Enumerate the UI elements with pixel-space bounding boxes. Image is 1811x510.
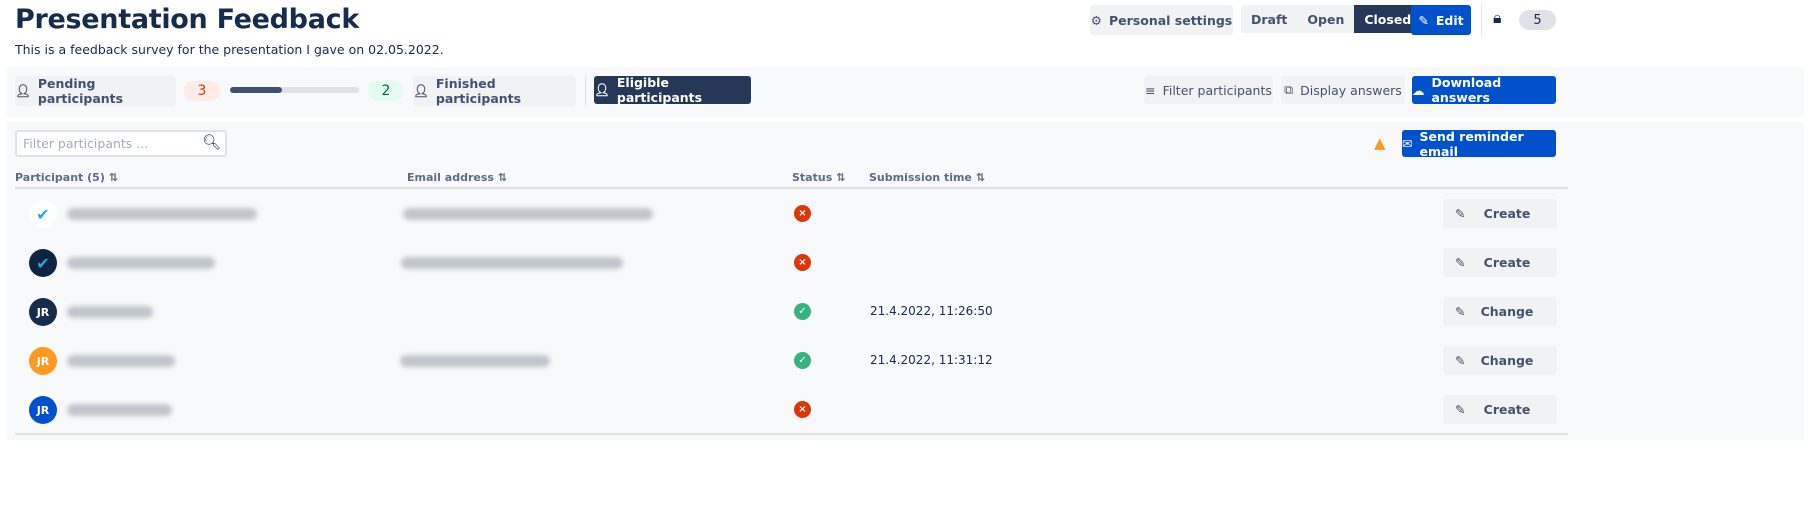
participants-panel: [7, 122, 1804, 440]
avatar: JR: [29, 298, 57, 326]
change-button[interactable]: ✎ Change: [1443, 297, 1557, 326]
pencil-icon: ✎: [1455, 206, 1466, 221]
email-redacted: [400, 355, 550, 367]
download-answers-button[interactable]: ☁ Download answers: [1412, 75, 1556, 105]
pencil-icon: ✎: [1455, 353, 1466, 368]
finished-participants-button[interactable]: 👤︎ Finished participants: [413, 76, 576, 106]
filter-participants-input[interactable]: Filter participants ... 🔍︎: [15, 130, 227, 157]
avatar: JR: [29, 347, 57, 375]
column-submission-time[interactable]: Submission time ⇅: [869, 171, 985, 184]
checkmark-logo-icon: ✔: [36, 204, 50, 224]
table-row: JR ✓ 21.4.2022, 11:26:50 ✎ Change: [15, 287, 1568, 336]
email-redacted: [403, 208, 653, 220]
pencil-icon: ✎: [1455, 402, 1466, 417]
lock-icon[interactable]: 🔒︎: [1493, 8, 1502, 27]
send-reminder-button[interactable]: ✉ Send reminder email: [1402, 129, 1556, 159]
email-redacted: [401, 257, 623, 269]
avatar: ✔: [29, 249, 57, 277]
state-switch[interactable]: Draft Open Closed: [1241, 5, 1422, 33]
table-bottom-border: [15, 433, 1568, 435]
check-circle-icon: ✓: [794, 303, 811, 320]
avatar: ✔: [29, 200, 57, 228]
search-icon: 🔍︎: [201, 133, 221, 151]
participant-name-redacted: [67, 355, 175, 367]
user-icon: 👤︎: [594, 82, 610, 97]
table-row: JR × ✎ Create: [15, 385, 1568, 434]
personal-settings-button[interactable]: ⚙ Personal settings: [1090, 5, 1233, 35]
table-row: JR ✓ 21.4.2022, 11:31:12 ✎ Change: [15, 336, 1568, 385]
column-status[interactable]: Status ⇅: [792, 171, 846, 184]
count-badge: 5: [1519, 10, 1556, 30]
table-row: ✔ × ✎ Create: [15, 189, 1568, 238]
warning-icon: ▲: [1374, 134, 1386, 152]
participant-name-redacted: [67, 306, 153, 318]
submission-time: 21.4.2022, 11:26:50: [870, 304, 993, 318]
pending-count: 3: [184, 81, 220, 101]
state-closed[interactable]: Closed: [1354, 5, 1422, 33]
submission-time: 21.4.2022, 11:31:12: [870, 353, 993, 367]
page-title: Presentation Feedback: [15, 4, 359, 35]
pending-participants-button[interactable]: 👤︎ Pending participants: [15, 76, 176, 106]
x-circle-icon: ×: [794, 254, 811, 271]
create-button[interactable]: ✎ Create: [1443, 395, 1557, 424]
finished-count: 2: [368, 81, 404, 101]
x-circle-icon: ×: [794, 205, 811, 222]
table-row: ✔ × ✎ Create: [15, 238, 1568, 287]
participant-name-redacted: [67, 404, 172, 416]
checkmark-logo-icon: ✔: [36, 253, 50, 273]
pencil-icon: ✎: [1418, 12, 1429, 28]
divider: [585, 76, 586, 106]
gear-icon: ⚙: [1090, 12, 1102, 28]
change-button[interactable]: ✎ Change: [1443, 346, 1557, 375]
copy-icon: ⧉: [1284, 82, 1294, 97]
create-button[interactable]: ✎ Create: [1443, 199, 1557, 228]
eligible-participants-button[interactable]: 👤︎ Eligible participants: [594, 75, 751, 105]
page-description: This is a feedback survey for the presen…: [15, 42, 444, 57]
participant-name-redacted: [67, 257, 215, 269]
avatar: JR: [29, 396, 57, 424]
user-x-icon: 👤︎: [15, 83, 31, 98]
user-check-icon: 👤︎: [413, 83, 429, 98]
cloud-download-icon: ☁: [1412, 82, 1425, 98]
state-draft[interactable]: Draft: [1251, 11, 1288, 27]
edit-button[interactable]: ✎ Edit: [1411, 5, 1471, 35]
filter-participants-button[interactable]: ≡ Filter participants: [1144, 76, 1273, 104]
divider: [1481, 5, 1482, 35]
column-participant[interactable]: Participant (5) ⇅: [15, 171, 118, 184]
mail-icon: ✉: [1402, 136, 1413, 151]
filter-icon: ≡: [1145, 82, 1156, 98]
column-email[interactable]: Email address ⇅: [407, 171, 507, 184]
header-divider: [15, 187, 1568, 189]
create-button[interactable]: ✎ Create: [1443, 248, 1557, 277]
display-answers-button[interactable]: ⧉ Display answers: [1281, 76, 1405, 104]
pencil-icon: ✎: [1455, 255, 1466, 270]
participant-name-redacted: [67, 208, 257, 220]
state-open[interactable]: Open: [1307, 11, 1345, 27]
x-circle-icon: ×: [794, 401, 811, 418]
check-circle-icon: ✓: [794, 352, 811, 369]
pencil-icon: ✎: [1455, 304, 1466, 319]
progress-bar: [230, 87, 359, 93]
progress-fill: [230, 87, 282, 93]
